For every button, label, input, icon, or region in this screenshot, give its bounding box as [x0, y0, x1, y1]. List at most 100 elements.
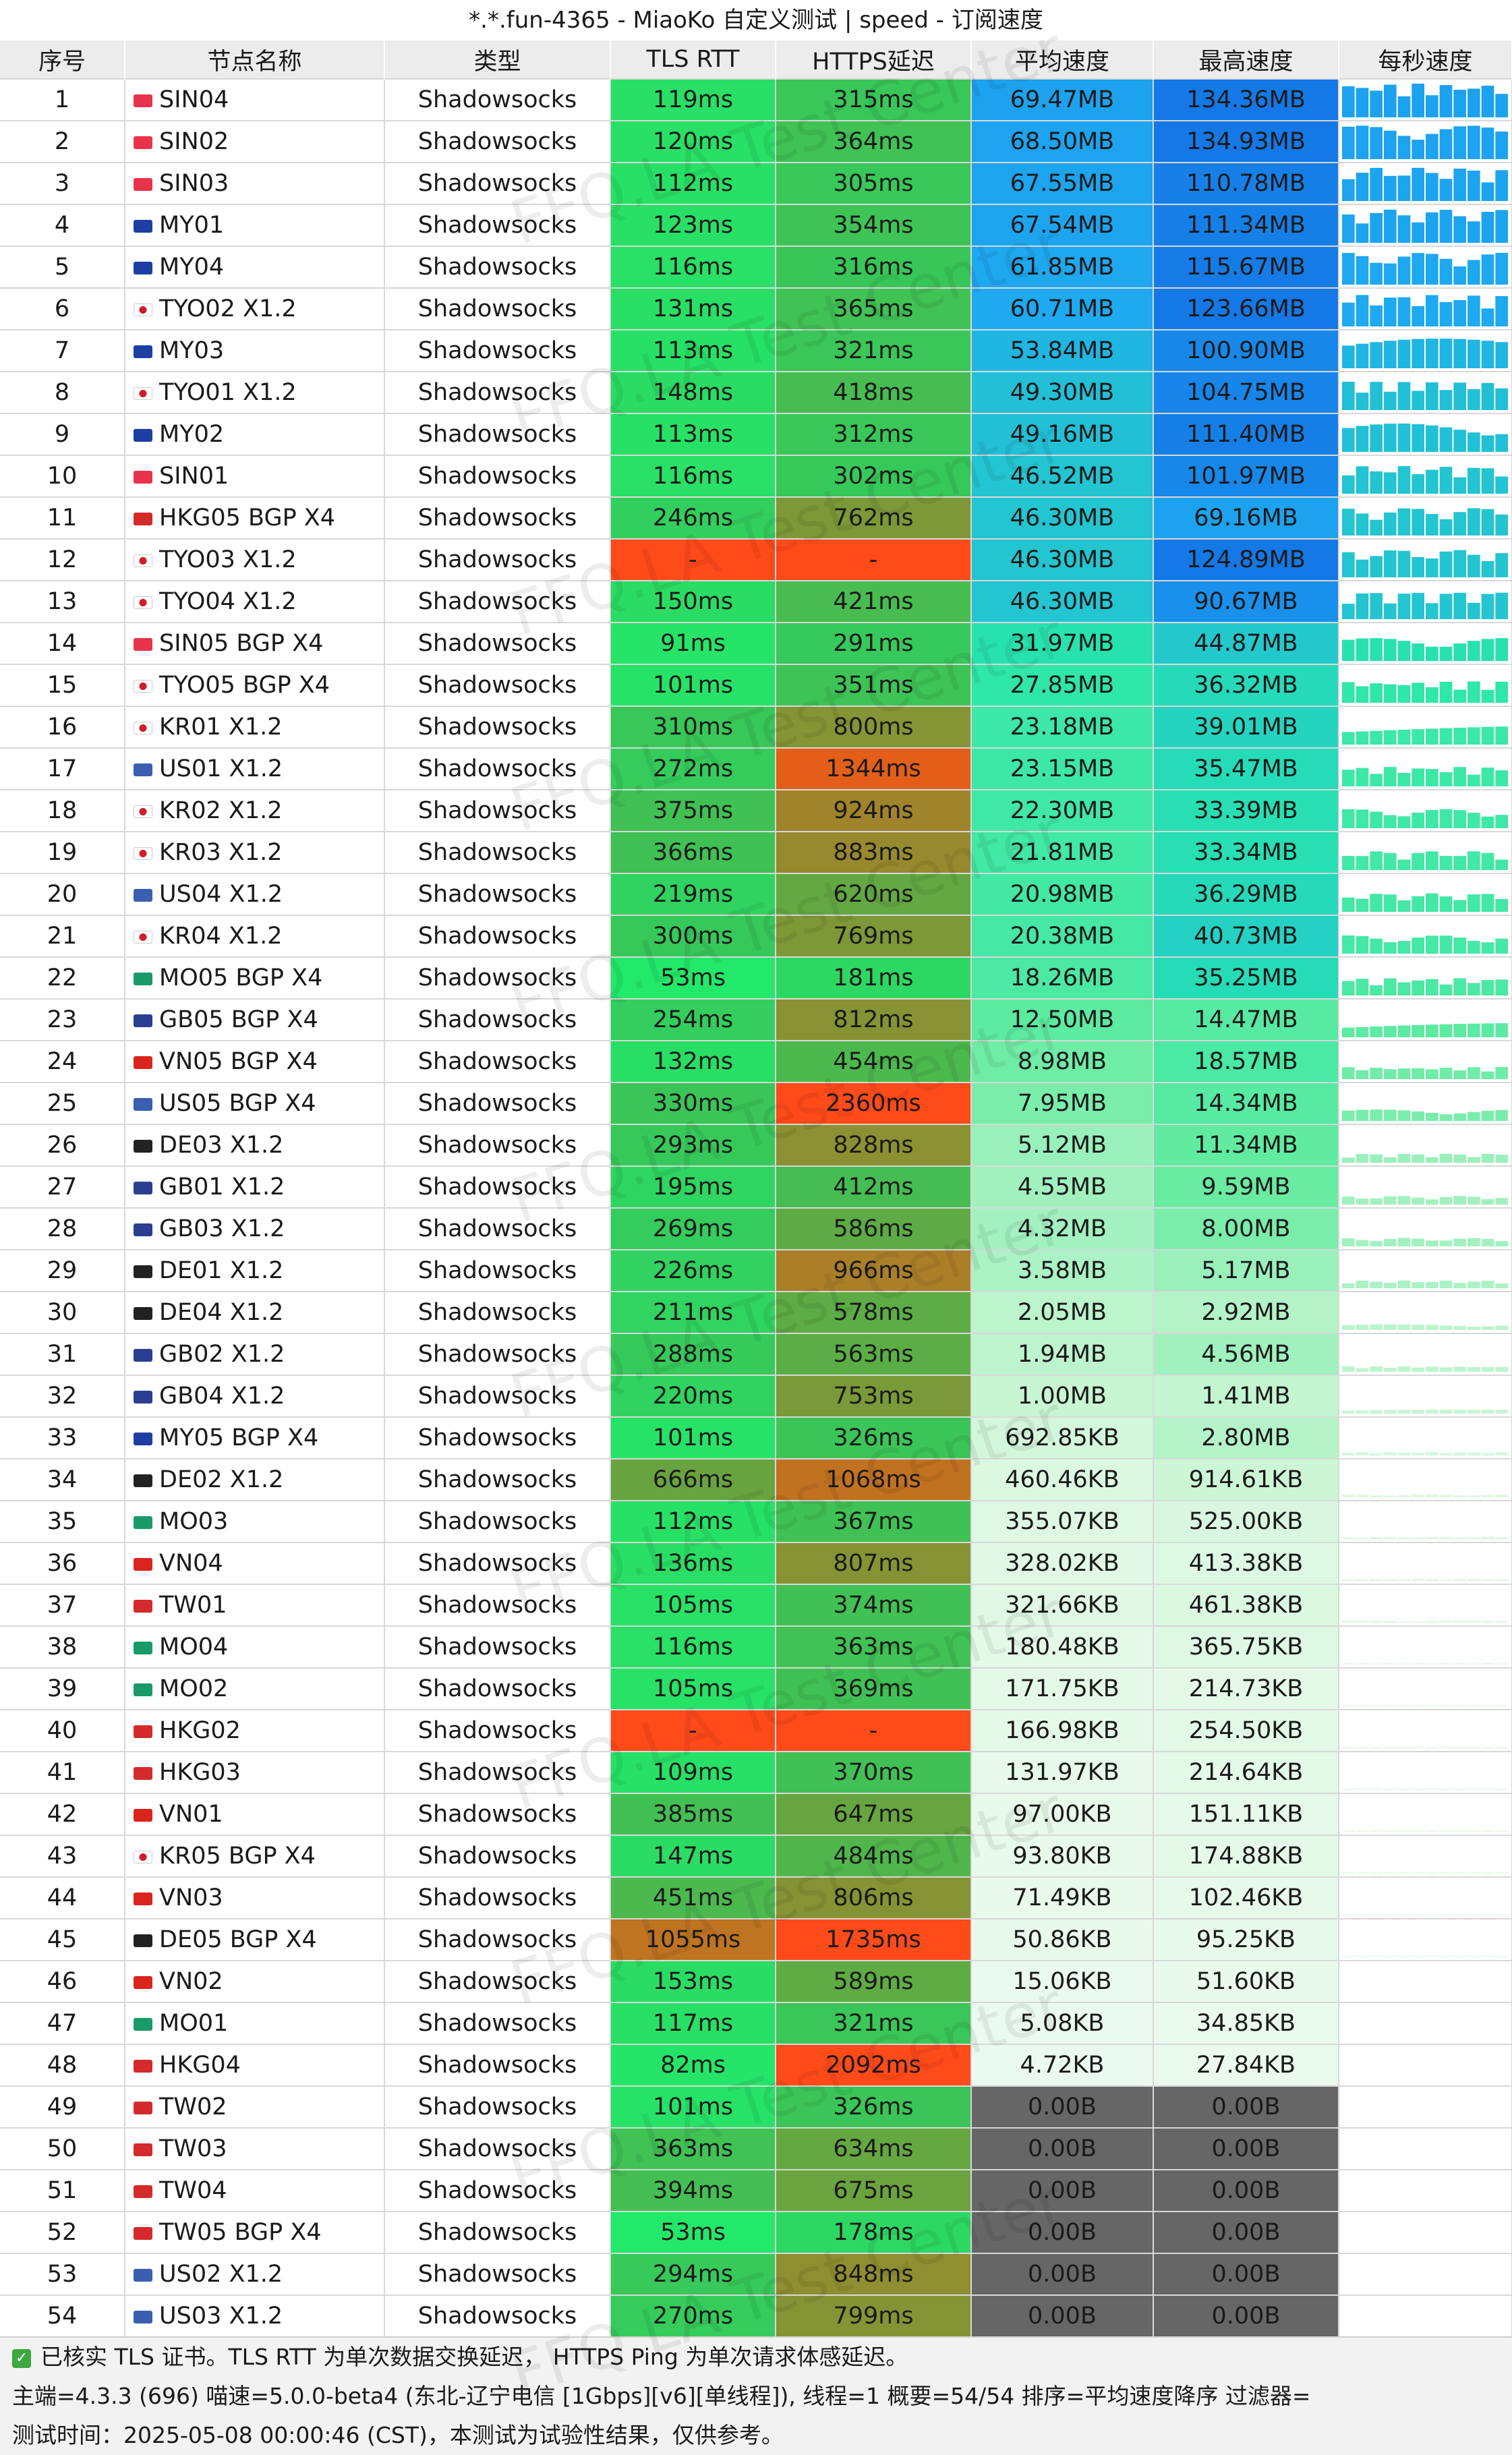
table-row[interactable]: 6 TYO02 X1.2 Shadowsocks 131ms 365ms 60.71MB 1… [0, 287, 1512, 330]
sparkline-bar [1356, 88, 1369, 117]
sparkline-bar [1384, 639, 1397, 661]
table-row[interactable]: 5 MY04 Shadowsocks 116ms 316ms 61.85MB 115.67M… [0, 246, 1512, 288]
table-row[interactable]: 12 TYO03 X1.2 Shadowsocks - -46.30MB 124.89MB [0, 538, 1512, 581]
table-row[interactable]: 24 VN05 BGP X4 Shadowsocks 132ms 454ms 8.98MB… [0, 1040, 1512, 1082]
sparkline-bar [1342, 381, 1355, 410]
table-row[interactable]: 32 GB04 X1.2 Shadowsocks 220ms 753ms 1.00MB 1.… [0, 1375, 1512, 1417]
flag-de-icon [134, 1474, 152, 1487]
table-row[interactable]: 43 KR05 BGP X4 Shadowsocks 147ms 484ms 93.80K… [0, 1835, 1512, 1877]
col-per-second[interactable]: 每秒速度 [1339, 40, 1512, 79]
sparkline-bar [1495, 1366, 1508, 1372]
col-type[interactable]: 类型 [384, 40, 611, 79]
col-name[interactable]: 节点名称 [125, 40, 385, 79]
cell-node-name: MY02 [125, 413, 385, 455]
table-row[interactable]: 34 DE02 X1.2 Shadowsocks 666ms 1068ms 460.46K… [0, 1458, 1512, 1501]
table-row[interactable]: 38 MO04 Shadowsocks 116ms 363ms 180.48KB 365.7… [0, 1625, 1512, 1668]
table-row[interactable]: 41 HKG03 Shadowsocks 109ms 370ms 131.97KB 214.… [0, 1751, 1512, 1793]
table-row[interactable]: 47 MO01 Shadowsocks 117ms 321ms 5.08KB 34.85KB [0, 2002, 1512, 2044]
table-row[interactable]: 51 TW04 Shadowsocks 394ms 675ms 0.00B 0.00B [0, 2169, 1512, 2212]
table-row[interactable]: 27 GB01 X1.2 Shadowsocks 195ms 412ms 4.55MB 9.… [0, 1165, 1512, 1208]
table-row[interactable]: 25 US05 BGP X4 Shadowsocks 330ms 2360ms 7.95M… [0, 1082, 1512, 1124]
table-row[interactable]: 3 SIN03 Shadowsocks 112ms 305ms 67.55MB 110.78… [0, 162, 1512, 204]
table-row[interactable]: 13 TYO04 X1.2 Shadowsocks 150ms 421ms 46.30MB… [0, 580, 1512, 623]
cell-node-name: SIN05 BGP X4 [125, 622, 385, 664]
table-row[interactable]: 7 MY03 Shadowsocks 113ms 321ms 53.84MB 100.90M… [0, 329, 1512, 372]
speed-sparkline [1342, 935, 1508, 954]
table-row[interactable]: 23 GB05 BGP X4 Shadowsocks 254ms 812ms 12.50M… [0, 998, 1512, 1041]
table-row[interactable]: 46 VN02 Shadowsocks 153ms 589ms 15.06KB 51.60K… [0, 1960, 1512, 2002]
sparkline-bar [1453, 1788, 1466, 1790]
cell-type: Shadowsocks [384, 705, 611, 748]
table-row[interactable]: 54 US03 X1.2 Shadowsocks 270ms 799ms 0.00B 0.0… [0, 2294, 1512, 2336]
cell-max-speed: 18.57MB [1153, 1040, 1339, 1082]
sparkline-bar [1356, 343, 1369, 368]
table-row[interactable]: 16 KR01 X1.2 Shadowsocks 310ms 800ms 23.18MB 3… [0, 705, 1512, 748]
table-row[interactable]: 11 HKG05 BGP X4 Shadowsocks 246ms 762ms 46.30… [0, 496, 1512, 539]
sparkline-bar [1426, 173, 1438, 201]
sparkline-bar [1439, 1410, 1453, 1414]
table-row[interactable]: 10 SIN01 Shadowsocks 116ms 302ms 46.52MB 101.9… [0, 455, 1512, 497]
sparkline-bar [1439, 427, 1453, 452]
table-row[interactable]: 39 MO02 Shadowsocks 105ms 369ms 171.75KB 214.7… [0, 1667, 1512, 1710]
table-row[interactable]: 49 TW02 Shadowsocks 101ms 326ms 0.00B 0.00B [0, 2085, 1512, 2128]
cell-type: Shadowsocks [384, 1918, 611, 1961]
table-row[interactable]: 53 US02 X1.2 Shadowsocks 294ms 848ms 0.00B 0.0… [0, 2253, 1512, 2295]
cell-https-delay: 924ms [776, 789, 972, 832]
sparkline-bar [1384, 1789, 1397, 1790]
table-row[interactable]: 26 DE03 X1.2 Shadowsocks 293ms 828ms 5.12MB 11… [0, 1124, 1512, 1166]
sparkline-bar [1426, 1956, 1438, 1957]
col-https-delay[interactable]: HTTPS延迟 [776, 40, 972, 79]
table-row[interactable]: 14 SIN05 BGP X4 Shadowsocks 91ms 291ms 31.97M… [0, 622, 1512, 664]
cell-type: Shadowsocks [384, 1165, 611, 1208]
table-row[interactable]: 22 MO05 BGP X4 Shadowsocks 53ms 181ms 18.26MB… [0, 956, 1512, 999]
sparkline-bar [1384, 341, 1397, 368]
table-row[interactable]: 52 TW05 BGP X4 Shadowsocks 53ms 178ms 0.00B 0.… [0, 2211, 1512, 2253]
sparkline-bar [1342, 1620, 1355, 1623]
table-row[interactable]: 15 TYO05 BGP X4 Shadowsocks 101ms 351ms 27.85… [0, 664, 1512, 706]
table-row[interactable]: 19 KR03 X1.2 Shadowsocks 366ms 883ms 21.81MB 3… [0, 831, 1512, 873]
sparkline-bar [1412, 853, 1424, 870]
sparkline-bar [1370, 1914, 1383, 1915]
table-row[interactable]: 28 GB03 X1.2 Shadowsocks 269ms 586ms 4.32MB 8.… [0, 1207, 1512, 1250]
cell-node-name: MY01 [125, 204, 385, 246]
sparkline-bar [1370, 1495, 1383, 1497]
cell-type: Shadowsocks [384, 831, 611, 873]
table-row[interactable]: 45 DE05 BGP X4 Shadowsocks 1055ms 1735ms 50.8… [0, 1918, 1512, 1961]
table-row[interactable]: 36 VN04 Shadowsocks 136ms 807ms 328.02KB 413.3… [0, 1542, 1512, 1584]
col-max-speed[interactable]: 最高速度 [1153, 40, 1339, 79]
sparkline-bar [1467, 170, 1480, 201]
table-row[interactable]: 31 GB02 X1.2 Shadowsocks 288ms 563ms 1.94MB 4.… [0, 1333, 1512, 1375]
table-row[interactable]: 1 SIN04 Shadowsocks 119ms 315ms 69.47MB 134.36… [0, 78, 1512, 121]
cell-max-speed: 214.64KB [1153, 1751, 1339, 1793]
table-row[interactable]: 48 HKG04 Shadowsocks 82ms 2092ms 4.72KB 27.84K… [0, 2044, 1512, 2086]
table-row[interactable]: 44 VN03 Shadowsocks 451ms 806ms 71.49KB 102.46… [0, 1876, 1512, 1919]
table-row[interactable]: 29 DE01 X1.2 Shadowsocks 226ms 966ms 3.58MB 5.… [0, 1249, 1512, 1292]
cell-https-delay: 369ms [776, 1667, 972, 1710]
table-row[interactable]: 40 HKG02 Shadowsocks - -166.98KB 254.50KB [0, 1709, 1512, 1752]
table-row[interactable]: 37 TW01 Shadowsocks 105ms 374ms 321.66KB 461.3… [0, 1584, 1512, 1626]
col-tls-rtt[interactable]: TLS RTT [610, 40, 776, 79]
sparkline-bar [1439, 1914, 1453, 1915]
sparkline-bar [1384, 1663, 1397, 1665]
table-row[interactable]: 4 MY01 Shadowsocks 123ms 354ms 67.54MB 111.34M… [0, 204, 1512, 246]
sparkline-bar [1426, 1240, 1438, 1246]
table-row[interactable]: 9 MY02 Shadowsocks 113ms 312ms 49.16MB 111.40M… [0, 413, 1512, 455]
table-row[interactable]: 18 KR02 X1.2 Shadowsocks 375ms 924ms 22.30MB 3… [0, 789, 1512, 832]
table-row[interactable]: 21 KR04 X1.2 Shadowsocks 300ms 769ms 20.38MB 4… [0, 915, 1512, 957]
cell-avg-speed: 131.97KB [971, 1751, 1154, 1793]
sparkline-bar [1370, 1578, 1383, 1581]
table-row[interactable]: 8 TYO01 X1.2 Shadowsocks 148ms 418ms 49.30MB 1… [0, 371, 1512, 413]
col-index[interactable]: 序号 [0, 40, 125, 79]
table-row[interactable]: 2 SIN02 Shadowsocks 120ms 364ms 68.50MB 134.93… [0, 120, 1512, 163]
cell-index: 43 [0, 1835, 125, 1877]
cell-max-speed: 0.00B [1153, 2085, 1339, 2128]
table-row[interactable]: 30 DE04 X1.2 Shadowsocks 211ms 578ms 2.05MB 2.… [0, 1291, 1512, 1333]
table-row[interactable]: 42 VN01 Shadowsocks 385ms 647ms 97.00KB 151.11… [0, 1793, 1512, 1835]
col-avg-speed[interactable]: 平均速度 [971, 40, 1154, 79]
table-row[interactable]: 20 US04 X1.2 Shadowsocks 219ms 620ms 20.98MB 3… [0, 873, 1512, 915]
table-row[interactable]: 50 TW03 Shadowsocks 363ms 634ms 0.00B 0.00B [0, 2127, 1512, 2170]
table-row[interactable]: 35 MO03 Shadowsocks 112ms 367ms 355.07KB 525.0… [0, 1500, 1512, 1542]
table-row[interactable]: 17 US01 X1.2 Shadowsocks 272ms 1344ms 23.15MB… [0, 747, 1512, 790]
table-row[interactable]: 33 MY05 BGP X4 Shadowsocks 101ms 326ms 692.85… [0, 1416, 1512, 1459]
node-name-text: HKG04 [159, 2052, 241, 2079]
